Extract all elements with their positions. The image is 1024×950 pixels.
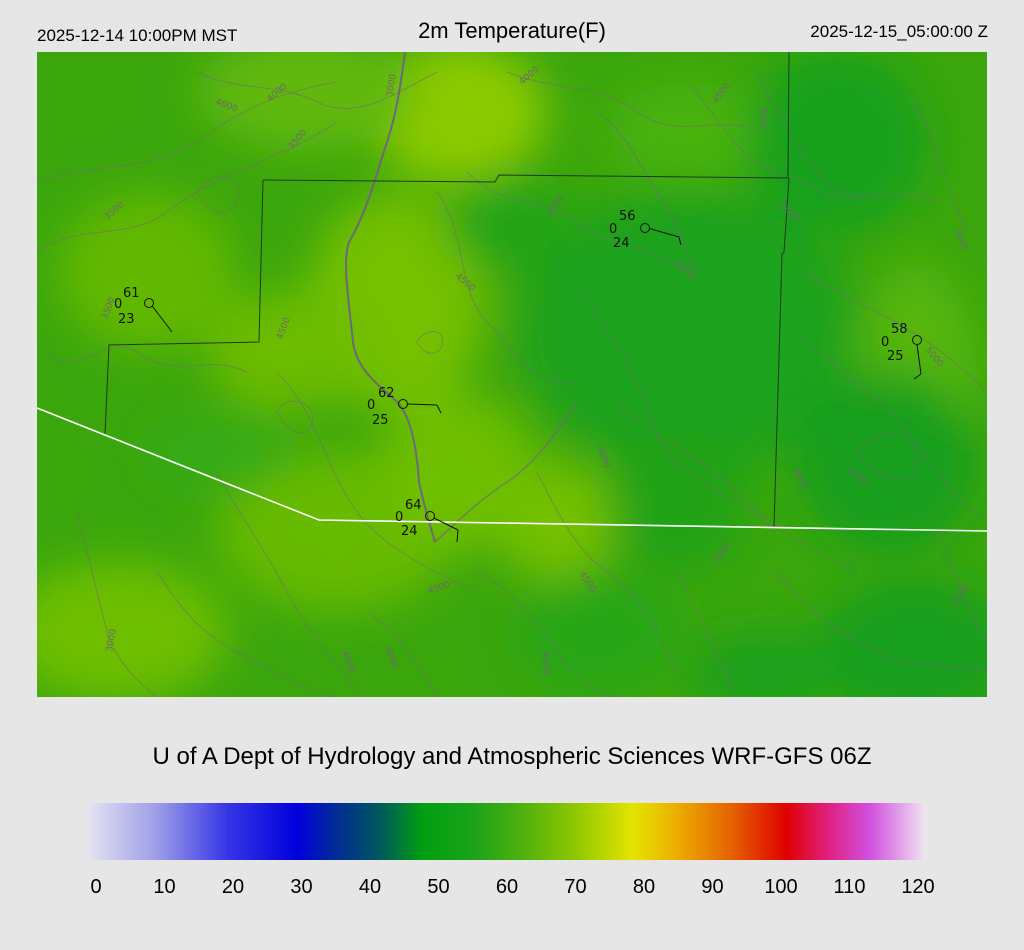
colorbar-tick-label: 100 bbox=[764, 876, 798, 898]
station-temp: 64 bbox=[405, 498, 422, 513]
svg-text:4000: 4000 bbox=[539, 651, 551, 675]
station-plot[interactable]: 61 0 23 bbox=[114, 286, 173, 333]
colorbar-tick-label: 120 bbox=[901, 876, 935, 898]
colorbar-tick-label: 30 bbox=[290, 876, 313, 898]
station-temp: 56 bbox=[619, 209, 636, 224]
temperature-colorbar bbox=[88, 803, 926, 860]
river-line bbox=[345, 52, 436, 543]
station-dewpoint: 23 bbox=[118, 312, 135, 327]
colorbar-tick-label: 10 bbox=[153, 876, 176, 898]
terrain-contours bbox=[37, 71, 987, 697]
county-boundaries bbox=[104, 52, 790, 528]
colorbar-tick-label: 20 bbox=[221, 876, 245, 898]
colorbar-tick-label: 50 bbox=[427, 876, 450, 898]
temperature-map: 4000 4000 3500 3000 4000 4500 5000 3500 … bbox=[37, 52, 987, 697]
colorbar-tick-labels: 0 10 20 30 40 50 60 70 80 90 100 110 120 bbox=[0, 876, 1024, 902]
station-wind: 0 bbox=[114, 297, 122, 312]
station-dewpoint: 24 bbox=[401, 524, 418, 539]
station-wind: 0 bbox=[367, 398, 375, 413]
svg-text:5000: 5000 bbox=[759, 106, 771, 130]
svg-text:3000: 3000 bbox=[385, 73, 399, 98]
station-dewpoint: 25 bbox=[372, 413, 389, 428]
station-dewpoint: 24 bbox=[613, 236, 630, 251]
colorbar-tick-label: 110 bbox=[833, 876, 866, 898]
station-temp: 58 bbox=[891, 322, 908, 337]
temperature-field bbox=[37, 52, 987, 697]
utc-time-label: 2025-12-15_05:00:00 Z bbox=[810, 22, 988, 41]
colorbar-tick-label: 90 bbox=[701, 876, 724, 898]
credit-line: U of A Dept of Hydrology and Atmospheric… bbox=[152, 743, 872, 770]
station-wind: 0 bbox=[395, 510, 403, 525]
local-time-label: 2025-12-14 10:00PM MST bbox=[37, 26, 238, 45]
colorbar-tick-label: 70 bbox=[564, 876, 587, 898]
station-temp: 61 bbox=[123, 286, 140, 301]
colorbar-tick-label: 40 bbox=[358, 876, 382, 898]
colorbar-tick-label: 80 bbox=[632, 876, 656, 898]
state-boundary bbox=[37, 407, 987, 532]
station-plot[interactable]: 62 0 25 bbox=[367, 386, 442, 428]
station-plot[interactable]: 56 0 24 bbox=[609, 209, 682, 251]
station-wind: 0 bbox=[609, 222, 617, 237]
colorbar-tick-label: 60 bbox=[495, 876, 519, 898]
station-temp: 62 bbox=[378, 386, 395, 401]
map-title: 2m Temperature(F) bbox=[418, 18, 606, 43]
station-dewpoint: 25 bbox=[887, 349, 904, 364]
colorbar-tick-label: 0 bbox=[90, 876, 102, 898]
station-plot[interactable]: 64 0 24 bbox=[395, 498, 459, 543]
station-wind: 0 bbox=[881, 335, 889, 350]
station-plot[interactable]: 58 0 25 bbox=[881, 322, 922, 380]
road-line bbox=[596, 111, 698, 273]
svg-text:3000: 3000 bbox=[105, 628, 119, 653]
